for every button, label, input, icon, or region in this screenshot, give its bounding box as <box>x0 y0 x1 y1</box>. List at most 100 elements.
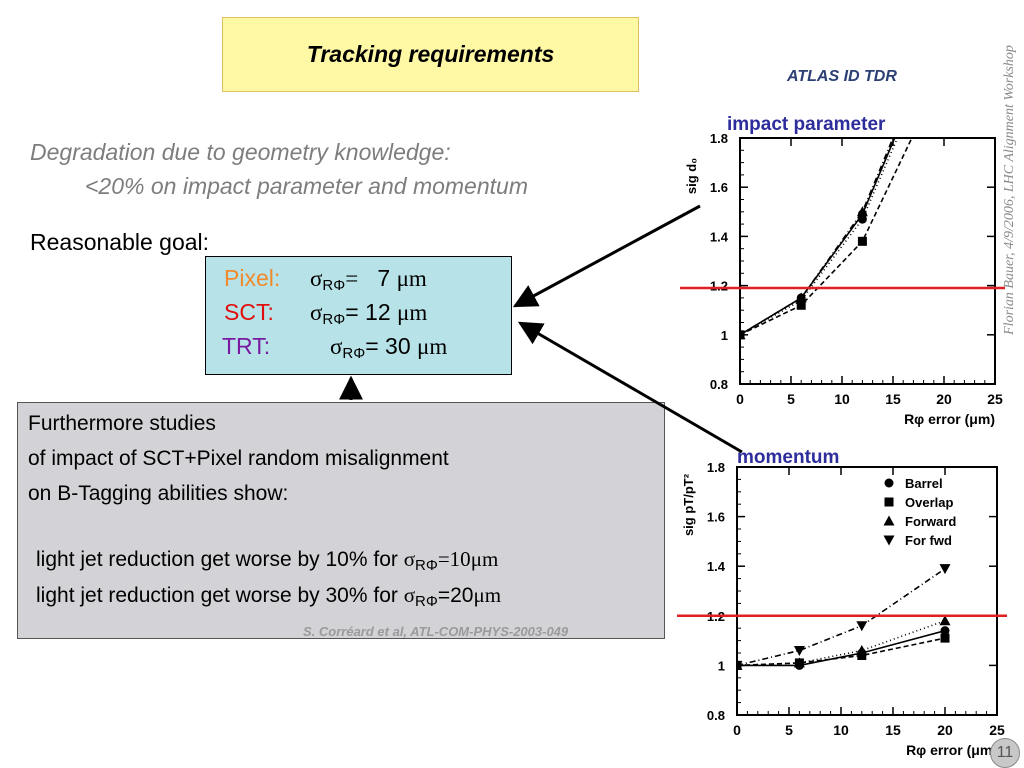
goal-value: 7 <box>377 265 391 291</box>
result-value: =10 <box>437 547 471 571</box>
sigma-subscript: RΦ <box>322 311 346 328</box>
chart-title-momentum: momentum <box>737 447 840 468</box>
goal-label: SCT: <box>224 299 274 325</box>
series-line <box>740 138 899 336</box>
y-tick-label: 1.8 <box>710 131 728 146</box>
series-group <box>737 564 951 671</box>
x-tick-label: 20 <box>937 722 953 738</box>
sigma-symbol: σ <box>403 547 416 571</box>
sigma-symbol: σ <box>310 266 323 291</box>
equals-sign: = <box>365 333 379 359</box>
study-result-2: light jet reduction get worse by 30% for… <box>36 583 501 610</box>
sigma-subscript: RΦ <box>322 277 346 294</box>
data-point <box>883 515 895 526</box>
data-point <box>939 564 951 575</box>
x-tick-label: 25 <box>987 391 1003 407</box>
equals-sign: = <box>345 299 359 325</box>
data-point <box>857 214 867 224</box>
y-tick-label: 1 <box>721 328 728 343</box>
series-line <box>737 629 946 667</box>
x-tick-label: 25 <box>989 722 1005 738</box>
goal-row-trt: TRT: σRΦ= 30 μm <box>222 333 447 362</box>
study-line: of impact of SCT+Pixel random misalignme… <box>28 447 449 470</box>
data-point <box>857 236 867 246</box>
x-tick-label: 0 <box>736 391 744 407</box>
chart-impact-parameter: 0 5 10 15 20 25 0.8 1 1.2 1.4 1.6 1.8 Rφ error (μm) s… <box>680 131 1005 427</box>
equals-sign: = <box>345 266 359 291</box>
goal-unit: μm <box>417 334 448 359</box>
y-axis-label: sig d₀ <box>684 158 699 194</box>
goal-unit: μm <box>396 266 427 291</box>
data-point <box>740 330 745 340</box>
data-point <box>884 478 894 488</box>
x-axis-label: Rφ error (μm) <box>906 742 997 758</box>
data-point <box>856 621 868 632</box>
data-point <box>856 206 868 217</box>
series-line <box>740 138 896 336</box>
chart-title-impact: impact parameter <box>727 114 886 135</box>
data-point <box>856 645 868 656</box>
data-point <box>796 300 806 310</box>
y-tick-label: 1.6 <box>707 510 725 525</box>
data-point <box>793 657 805 668</box>
y-tick-label: 1.6 <box>710 180 728 195</box>
x-tick-label: 5 <box>787 391 795 407</box>
goal-heading: Reasonable goal: <box>30 229 210 255</box>
goal-row-pixel: Pixel: σRΦ= 7 μm <box>224 265 427 294</box>
plot-frame <box>739 137 996 385</box>
x-tick-label: 15 <box>885 722 901 738</box>
data-point <box>793 646 805 657</box>
series-group <box>740 138 913 340</box>
x-tick-label: 5 <box>785 722 793 738</box>
y-tick-label: 1.2 <box>710 279 728 294</box>
reference-label: ATLAS ID TDR <box>787 68 897 85</box>
series-line <box>740 138 894 336</box>
sigma-subscript: RΦ <box>415 557 438 574</box>
legend-label: Forward <box>905 514 956 529</box>
data-point <box>939 615 951 626</box>
data-point <box>857 650 867 660</box>
data-point <box>883 535 895 546</box>
y-tick-label: 1.8 <box>707 460 725 475</box>
sigma-subscript: RΦ <box>342 345 366 362</box>
x-tick-label: 10 <box>834 391 850 407</box>
sigma-symbol: σ <box>330 334 343 359</box>
goal-value: 30 <box>385 333 411 359</box>
study-line: on B-Tagging abilities show: <box>28 482 289 505</box>
goal-unit: μm <box>397 300 428 325</box>
y-tick-label: 0.8 <box>707 708 725 723</box>
result-value: =20 <box>437 584 474 607</box>
goal-value: 12 <box>365 299 391 325</box>
goal-row-sct: SCT: σRΦ= 12 μm <box>224 299 427 328</box>
degradation-line-1: Degradation due to geometry knowledge: <box>30 139 451 165</box>
y-tick-label: 0.8 <box>710 377 728 392</box>
data-point <box>884 497 894 507</box>
sigma-symbol: σ <box>310 300 323 325</box>
y-axis-label: sig pT/pT² <box>681 473 696 536</box>
goal-box: Pixel: σRΦ= 7 μm SCT: σRΦ= 12 μm TRT: σRΦ= … <box>205 256 512 375</box>
sigma-subscript: RΦ <box>415 593 438 610</box>
data-point <box>940 626 950 636</box>
study-line: Furthermore studies <box>28 412 216 435</box>
x-tick-label: 10 <box>833 722 849 738</box>
series-line <box>740 138 913 336</box>
slide-title: Tracking requirements <box>222 17 639 92</box>
x-tick-label: 0 <box>733 722 741 738</box>
chart-momentum: 0 5 10 15 20 250.811.21.41.61.8Rφ error (μm)s… <box>677 460 1007 758</box>
sigma-symbol: σ <box>403 583 416 607</box>
x-tick-label: 15 <box>885 391 901 407</box>
y-tick-label: 1 <box>718 658 725 673</box>
legend-label: Overlap <box>905 495 953 510</box>
degradation-line-2: <20% on impact parameter and momentum <box>85 173 528 199</box>
x-tick-label: 20 <box>936 391 952 407</box>
goal-label: TRT: <box>222 333 271 359</box>
citation: S. Corréard et al, ATL-COM-PHYS-2003-049 <box>303 624 569 639</box>
result-unit: μm <box>470 547 499 571</box>
y-tick-label: 1.4 <box>710 229 729 244</box>
page-number: 11 <box>990 738 1020 768</box>
x-axis-label: Rφ error (μm) <box>904 411 995 427</box>
study-box: Furthermore studies of impact of SCT+Pix… <box>17 402 665 639</box>
goal-label: Pixel: <box>224 265 281 291</box>
legend-label: Barrel <box>905 476 943 491</box>
result-text: light jet reduction get worse by 30% for <box>36 584 404 607</box>
